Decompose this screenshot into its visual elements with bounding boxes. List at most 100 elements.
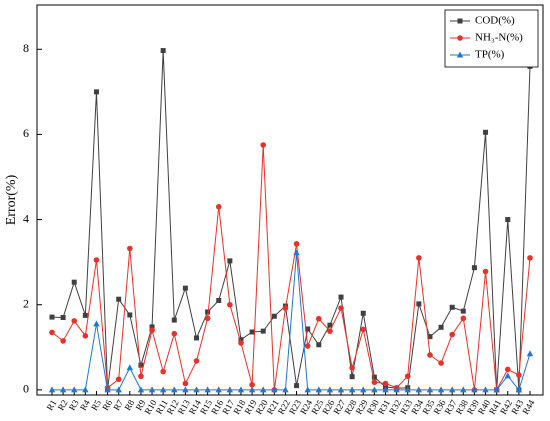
data-point xyxy=(127,245,133,252)
data-point xyxy=(360,310,366,316)
data-point xyxy=(304,386,311,393)
data-point xyxy=(204,386,211,393)
data-point xyxy=(426,386,434,393)
data-point xyxy=(49,329,55,336)
data-point xyxy=(371,386,378,393)
data-point xyxy=(438,360,444,366)
data-point xyxy=(126,364,134,371)
y-tick-label: 8 xyxy=(23,41,29,55)
data-point xyxy=(171,317,177,323)
data-point xyxy=(204,315,211,322)
data-point xyxy=(415,386,423,393)
data-point xyxy=(360,326,367,333)
data-point xyxy=(504,366,511,373)
y-tick-label: 2 xyxy=(23,296,29,310)
legend-label: TP(%) xyxy=(475,49,505,61)
x-tick-label: R44 xyxy=(520,398,536,416)
data-point xyxy=(293,249,300,256)
legend-marker xyxy=(456,51,464,58)
x-tick-label: R1 xyxy=(45,398,59,412)
data-point xyxy=(483,129,489,135)
data-point xyxy=(182,380,189,387)
data-point xyxy=(416,255,422,261)
x-tick-label: R7 xyxy=(111,398,125,413)
data-point xyxy=(115,376,122,383)
plot-frame xyxy=(36,4,544,396)
data-point xyxy=(216,297,222,303)
data-point xyxy=(471,265,477,271)
data-point xyxy=(448,386,456,393)
data-point xyxy=(460,386,467,393)
data-point xyxy=(159,386,167,393)
data-point xyxy=(371,379,378,386)
data-point xyxy=(282,305,289,311)
data-point xyxy=(238,337,244,343)
data-point xyxy=(137,386,145,393)
legend-marker xyxy=(457,18,463,24)
data-point xyxy=(271,386,278,393)
data-point xyxy=(49,314,55,320)
y-tick-label: 6 xyxy=(23,126,29,140)
data-point xyxy=(338,294,344,300)
data-point xyxy=(393,386,400,393)
data-point xyxy=(249,329,255,335)
data-point xyxy=(437,386,445,393)
data-point xyxy=(182,386,189,393)
data-point xyxy=(182,285,188,291)
y-tick-label: 4 xyxy=(23,211,29,225)
data-point xyxy=(460,308,466,314)
data-point xyxy=(404,373,411,380)
data-point xyxy=(427,352,433,358)
data-point xyxy=(48,386,56,393)
data-point xyxy=(304,343,311,349)
data-point xyxy=(438,324,444,330)
legend-label: COD(%) xyxy=(475,15,515,27)
data-point xyxy=(82,386,89,393)
data-point xyxy=(360,386,367,393)
data-point xyxy=(71,279,77,285)
data-point xyxy=(149,324,155,330)
data-point xyxy=(460,315,467,322)
y-axis-label: Error(%) xyxy=(4,174,19,225)
data-point xyxy=(449,304,455,310)
data-point xyxy=(215,204,222,210)
data-point xyxy=(249,381,255,388)
y-tick-label: 0 xyxy=(23,382,29,396)
data-point xyxy=(138,373,144,380)
data-point xyxy=(316,342,322,348)
legend-label: NH₃-N(%) xyxy=(475,32,523,44)
data-point xyxy=(148,386,156,393)
data-point xyxy=(326,386,334,393)
data-point xyxy=(193,386,200,393)
data-point xyxy=(382,386,389,393)
data-point xyxy=(237,386,245,393)
data-point xyxy=(315,315,322,322)
data-point xyxy=(171,330,178,337)
x-tick-label: R5 xyxy=(89,398,103,413)
data-point xyxy=(427,334,433,340)
data-point xyxy=(482,386,489,393)
x-tick-label: R4 xyxy=(78,398,92,413)
data-point xyxy=(60,338,66,344)
data-point xyxy=(294,383,300,389)
data-point xyxy=(160,48,166,54)
data-point xyxy=(93,89,99,95)
data-point xyxy=(293,241,300,247)
data-point xyxy=(260,386,267,393)
data-point xyxy=(127,312,133,318)
data-point xyxy=(349,364,355,371)
data-point xyxy=(382,380,389,387)
data-point xyxy=(193,358,200,364)
data-point xyxy=(227,301,233,308)
data-point xyxy=(504,372,511,379)
data-point xyxy=(248,386,256,393)
data-point xyxy=(138,362,144,368)
data-point xyxy=(227,258,233,264)
data-point xyxy=(404,386,411,393)
data-point xyxy=(527,255,533,261)
x-tick-label: R8 xyxy=(122,398,136,413)
x-tick-label: R3 xyxy=(67,398,81,413)
data-point xyxy=(348,386,356,393)
data-point xyxy=(327,322,333,328)
